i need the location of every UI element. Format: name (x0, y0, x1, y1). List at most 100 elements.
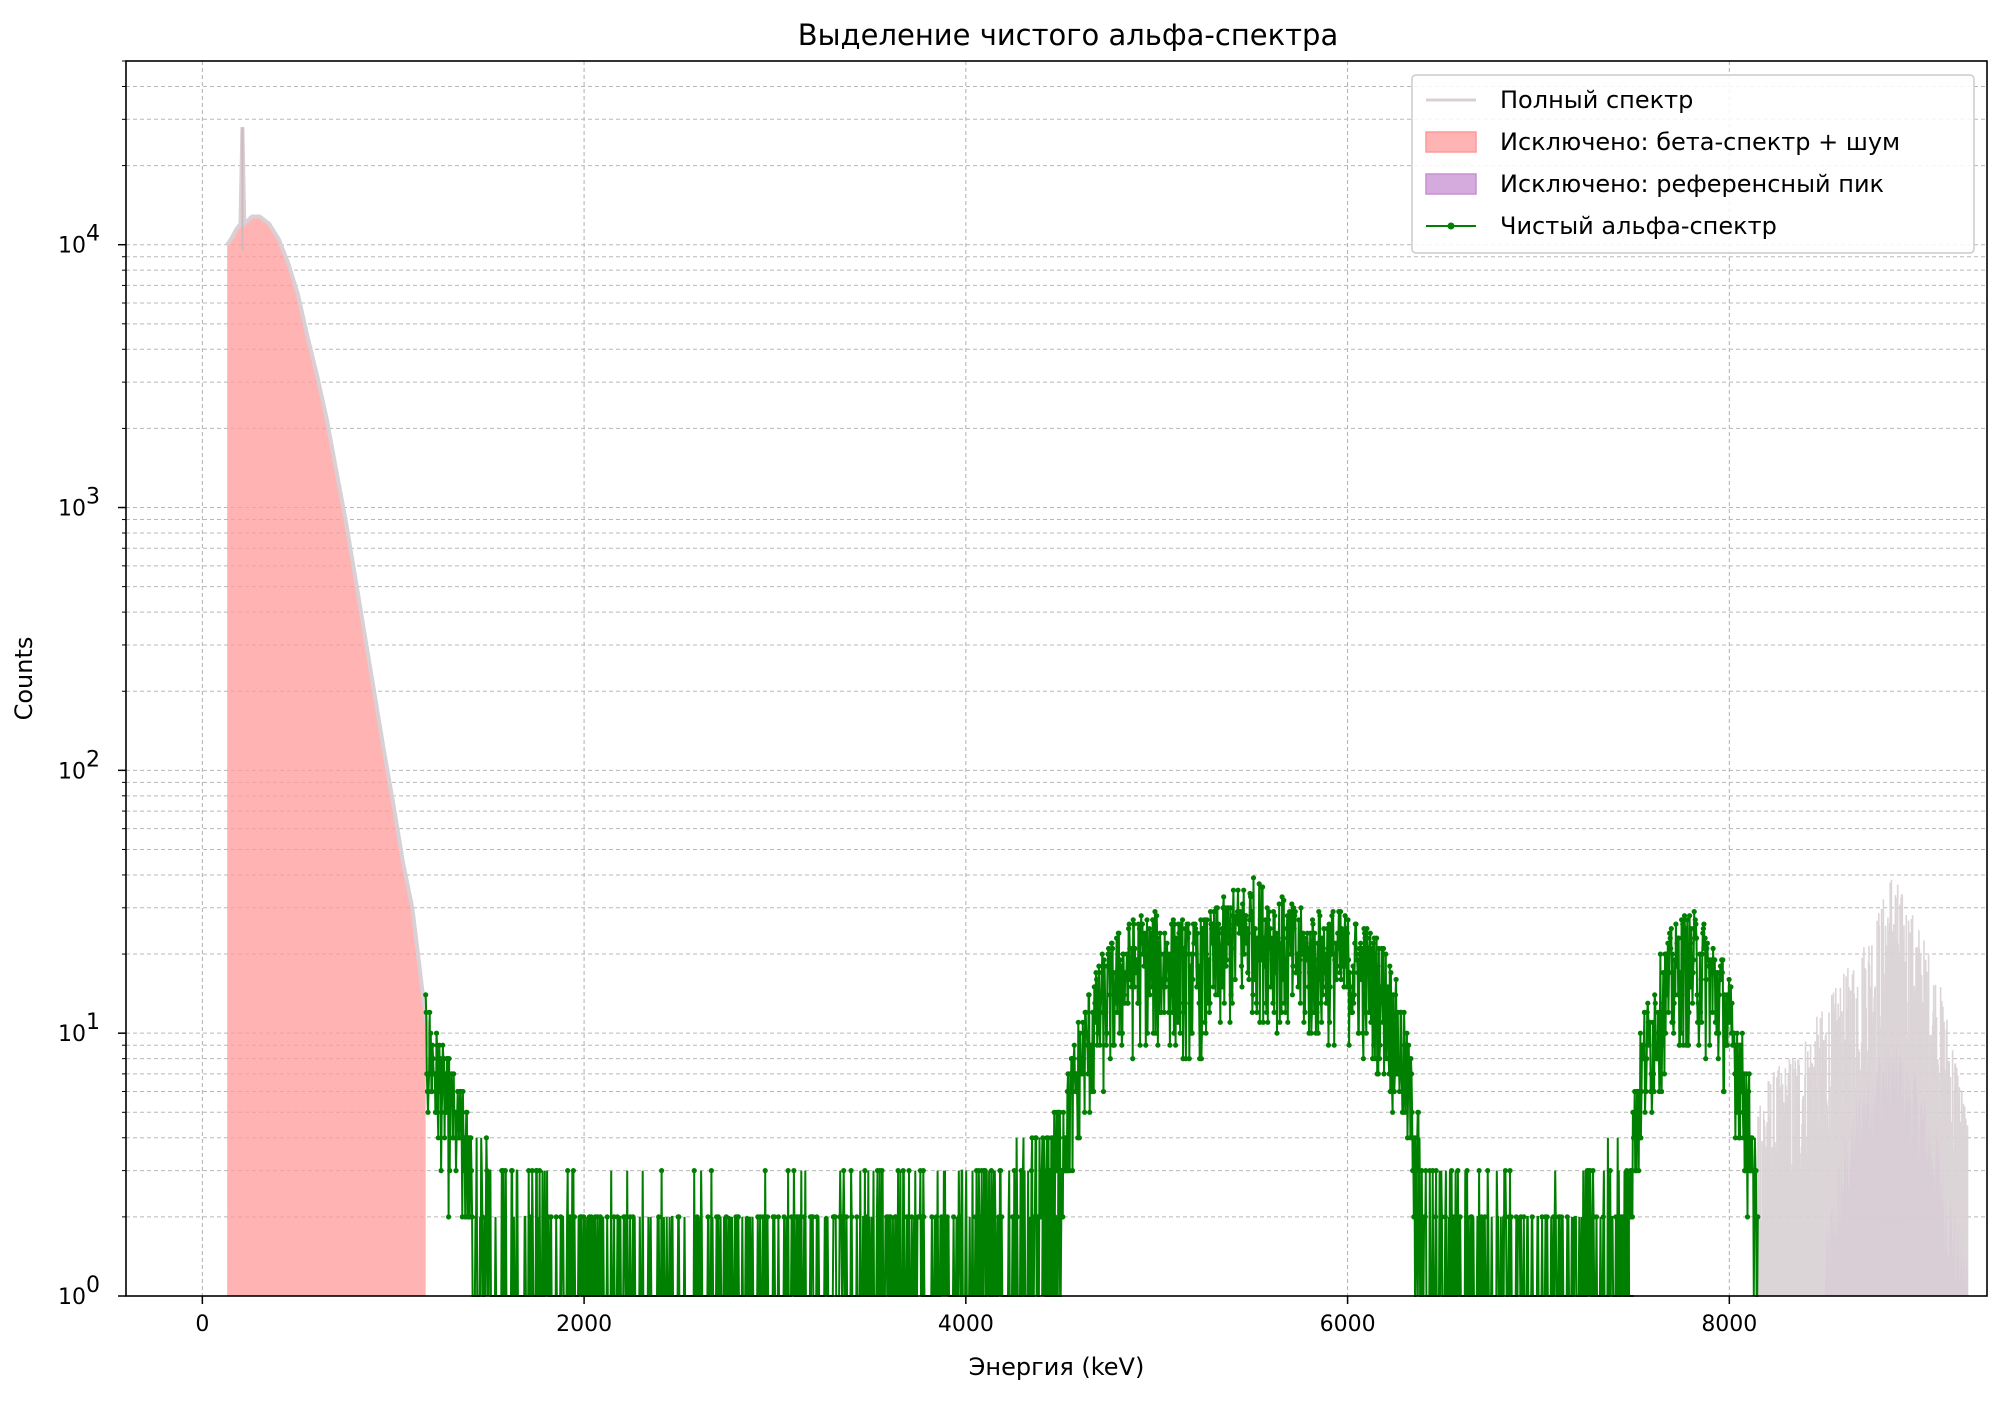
legend-label: Исключено: бета-спектр + шум (1500, 128, 1900, 156)
alpha-marker (1744, 1214, 1751, 1220)
alpha-marker (1370, 940, 1376, 946)
alpha-marker (1202, 1019, 1208, 1025)
alpha-marker (1168, 992, 1174, 998)
alpha-marker (1372, 1056, 1378, 1062)
alpha-marker (1273, 951, 1279, 957)
alpha-marker (1363, 1030, 1369, 1036)
alpha-marker (1476, 1168, 1482, 1174)
alpha-marker (1687, 984, 1693, 990)
alpha-marker (464, 1109, 470, 1115)
alpha-marker (528, 1214, 534, 1220)
alpha-marker (1356, 1030, 1362, 1036)
alpha-marker (1659, 1088, 1665, 1095)
alpha-marker (1558, 1214, 1565, 1220)
alpha-marker (1171, 1030, 1177, 1036)
alpha-marker (1085, 1071, 1091, 1077)
alpha-marker (1346, 1042, 1352, 1048)
alpha-marker (1107, 992, 1113, 998)
alpha-marker (1309, 917, 1316, 923)
alpha-marker (1600, 1214, 1606, 1220)
alpha-marker (1214, 940, 1220, 946)
alpha-marker (1273, 930, 1279, 936)
alpha-marker (1060, 1109, 1066, 1115)
alpha-marker (423, 992, 429, 998)
alpha-marker (1387, 963, 1393, 969)
alpha-marker (951, 1214, 957, 1220)
alpha-marker (1242, 921, 1248, 927)
alpha-marker (1169, 957, 1175, 963)
alpha-marker (1649, 1109, 1655, 1115)
alpha-marker (1264, 1009, 1270, 1016)
alpha-marker (1353, 921, 1359, 927)
alpha-marker (1692, 917, 1698, 923)
alpha-marker (1056, 1135, 1062, 1141)
alpha-marker (1097, 1042, 1103, 1048)
alpha-marker (1302, 1009, 1308, 1016)
alpha-marker (1508, 1214, 1514, 1220)
alpha-marker (1063, 1135, 1069, 1141)
alpha-marker (1237, 913, 1243, 919)
alpha-marker (1193, 951, 1199, 957)
alpha-marker (1252, 926, 1258, 932)
alpha-marker (1405, 1088, 1411, 1095)
alpha-marker (1710, 945, 1716, 952)
alpha-marker (1136, 926, 1143, 932)
alpha-marker (1721, 1088, 1727, 1095)
alpha-marker (1090, 1042, 1096, 1048)
alpha-marker (1384, 1000, 1391, 1006)
full-spectrum-tail-noise (1757, 879, 1969, 1296)
alpha-marker (1075, 1019, 1081, 1025)
alpha-marker (1698, 976, 1704, 983)
alpha-marker (1753, 1168, 1759, 1174)
alpha-marker (1171, 921, 1178, 927)
alpha-marker (1316, 909, 1322, 915)
alpha-marker (1216, 921, 1222, 927)
alpha-marker (1653, 1042, 1659, 1048)
alpha-marker (446, 1214, 452, 1220)
alpha-marker (1259, 957, 1265, 963)
x-axis-ticks: 0 2000 4000 6000 8000 (195, 1296, 1757, 1337)
alpha-marker (1590, 1168, 1596, 1174)
alpha-marker (1464, 1168, 1470, 1174)
alpha-marker (1237, 909, 1243, 915)
alpha-marker (425, 1109, 431, 1115)
alpha-marker (781, 1214, 787, 1220)
alpha-marker (1157, 930, 1163, 936)
alpha-marker (862, 1168, 868, 1174)
alpha-marker (1090, 1009, 1096, 1016)
alpha-marker (1071, 1042, 1077, 1048)
alpha-marker (1192, 921, 1198, 927)
alpha-marker (1295, 984, 1301, 990)
alpha-marker (1086, 992, 1092, 998)
alpha-marker (1091, 1088, 1097, 1095)
alpha-marker (1221, 1000, 1227, 1006)
alpha-marker (1077, 1030, 1083, 1036)
alpha-markers (1044, 875, 1422, 1220)
alpha-marker (1719, 970, 1725, 976)
alpha-marker (1193, 926, 1199, 932)
alpha-marker (921, 1214, 927, 1220)
alpha-marker (1642, 1109, 1648, 1115)
alpha-marker (1284, 926, 1290, 932)
alpha-marker (1371, 1042, 1377, 1048)
alpha-marker (1379, 992, 1385, 998)
y-tick-exponent: 2 (86, 747, 100, 772)
alpha-marker (1240, 901, 1246, 907)
alpha-marker (1337, 970, 1343, 976)
alpha-marker (1339, 957, 1345, 963)
alpha-marker (1310, 921, 1316, 927)
alpha-marker (1323, 1000, 1329, 1006)
alpha-marker (1073, 1071, 1080, 1077)
alpha-marker (920, 1168, 926, 1174)
alpha-marker (1095, 1019, 1101, 1025)
alpha-marker (458, 1109, 464, 1115)
alpha-marker (1107, 1056, 1113, 1062)
alpha-marker (1343, 926, 1349, 932)
alpha-marker (1189, 951, 1195, 957)
alpha-marker (1408, 1056, 1414, 1062)
alpha-marker (1112, 984, 1118, 990)
alpha-marker (1143, 957, 1149, 963)
alpha-marker (1686, 1009, 1692, 1016)
alpha-marker (1230, 913, 1236, 919)
alpha-marker (1316, 963, 1322, 969)
